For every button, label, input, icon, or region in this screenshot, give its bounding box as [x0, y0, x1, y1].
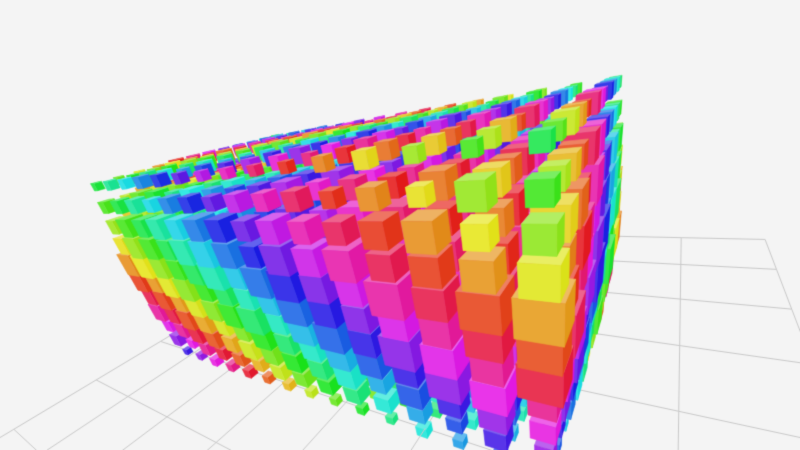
3d-viewport[interactable]	[0, 0, 800, 450]
scene-canvas[interactable]	[0, 0, 800, 450]
